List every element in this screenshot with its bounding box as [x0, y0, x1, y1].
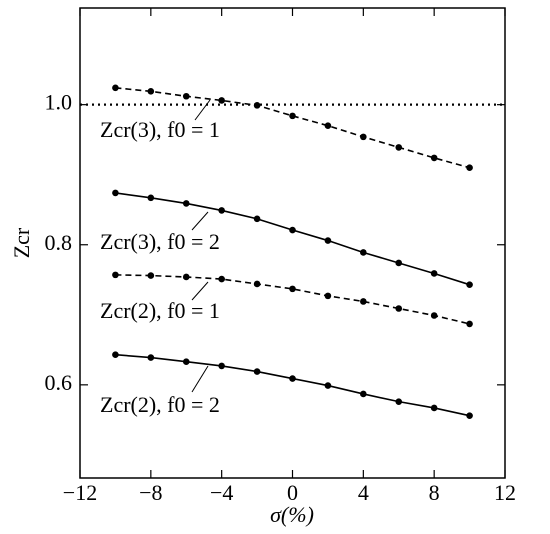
data-point	[182, 92, 190, 100]
data-point	[430, 312, 438, 319]
series-line	[115, 87, 470, 169]
data-point	[395, 259, 403, 267]
label-leader	[191, 211, 209, 231]
x-tick-label: −12	[63, 480, 97, 505]
data-point	[147, 272, 155, 279]
data-point	[147, 354, 155, 361]
data-point	[360, 390, 367, 398]
data-point	[253, 368, 261, 375]
data-point	[324, 382, 332, 389]
data-point	[253, 215, 261, 223]
data-point	[112, 271, 119, 279]
data-point	[395, 144, 403, 151]
data-point	[218, 207, 225, 214]
data-point	[395, 305, 403, 312]
data-point	[466, 164, 473, 172]
label-leader	[194, 99, 211, 121]
data-point	[112, 351, 119, 359]
data-point	[182, 273, 190, 281]
data-point	[112, 84, 119, 92]
data-point	[218, 97, 225, 104]
data-point	[360, 249, 367, 256]
data-point	[112, 189, 119, 197]
data-point	[218, 362, 225, 370]
data-point	[289, 375, 296, 382]
x-axis-label: σ(%)	[270, 502, 314, 527]
data-point	[289, 226, 296, 234]
data-point	[324, 237, 332, 244]
series-label: Zcr(2), f0 = 2	[100, 392, 220, 417]
data-point	[324, 292, 332, 300]
x-tick-label: −8	[139, 480, 162, 505]
data-point	[182, 358, 190, 366]
y-tick-label: 1.0	[45, 90, 73, 115]
data-point	[253, 102, 261, 109]
data-point	[289, 285, 296, 293]
data-point	[360, 298, 367, 305]
data-point	[253, 280, 261, 288]
data-point	[395, 398, 403, 405]
data-point	[147, 194, 155, 202]
x-tick-label: 4	[358, 480, 369, 505]
data-point	[466, 320, 473, 328]
data-point	[324, 122, 332, 129]
data-point	[430, 404, 438, 412]
series-label: Zcr(3), f0 = 1	[100, 117, 220, 142]
data-point	[147, 88, 155, 95]
y-tick-label: 0.6	[45, 370, 73, 395]
x-tick-label: 12	[494, 480, 516, 505]
x-tick-label: −4	[210, 480, 233, 505]
y-axis-label: Zcr	[9, 227, 34, 258]
label-leader	[191, 365, 209, 393]
data-point	[430, 154, 438, 162]
data-point	[466, 412, 473, 419]
data-point	[289, 112, 296, 120]
data-point	[182, 200, 190, 207]
data-point	[218, 275, 225, 283]
x-tick-label: 8	[429, 480, 440, 505]
label-leader	[191, 281, 209, 301]
series-label: Zcr(2), f0 = 1	[100, 298, 220, 323]
series-label: Zcr(3), f0 = 2	[100, 229, 220, 254]
data-point	[360, 133, 367, 141]
data-point	[466, 281, 473, 288]
data-point	[430, 270, 438, 277]
x-tick-label: 0	[287, 480, 298, 505]
y-tick-label: 0.8	[45, 230, 73, 255]
